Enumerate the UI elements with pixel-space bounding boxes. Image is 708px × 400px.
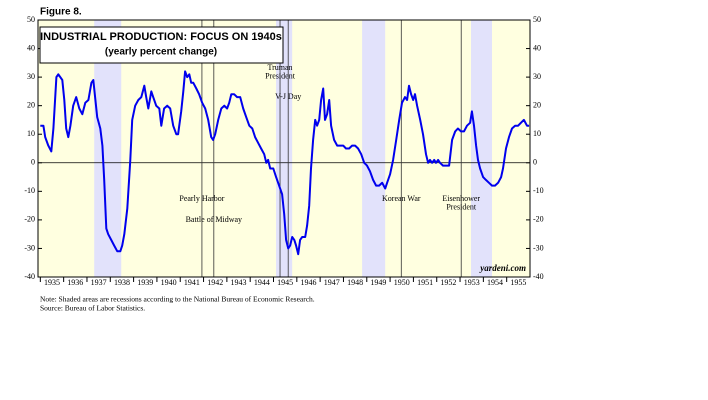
x-tick-label: 1954 [487, 278, 503, 287]
source-mark: yardeni.com [479, 263, 526, 273]
recession-band [471, 20, 492, 277]
x-tick-label: 1949 [370, 278, 386, 287]
event-label: Pearly Harbor [179, 194, 224, 203]
x-tick-label: 1955 [510, 278, 526, 287]
x-tick-label: 1950 [394, 278, 410, 287]
y2-tick-label: 40 [533, 43, 541, 52]
x-tick-label: 1946 [300, 278, 316, 287]
y2-tick-label: -40 [533, 272, 544, 281]
event-label: Eisenhower [442, 194, 480, 203]
x-tick-label: 1947 [324, 278, 340, 287]
y2-tick-label: 10 [533, 129, 541, 138]
y2-tick-label: 30 [533, 72, 541, 81]
y2-tick-label: -20 [533, 215, 544, 224]
x-tick-label: 1942 [207, 278, 223, 287]
x-tick-label: 1943 [231, 278, 247, 287]
x-tick-label: 1948 [347, 278, 363, 287]
note: Source: Bureau of Labor Statistics. [40, 304, 145, 313]
title-box [39, 26, 284, 64]
event-label: President [446, 202, 477, 211]
y-tick-label: 10 [27, 129, 35, 138]
chart-subtitle: (yearly percent change) [105, 47, 217, 58]
x-tick-label: 1939 [137, 278, 153, 287]
x-tick-label: 1941 [184, 278, 200, 287]
y2-tick-label: 50 [533, 15, 541, 24]
figure-label: Figure 8. [40, 7, 82, 18]
x-tick-label: 1953 [464, 278, 480, 287]
x-tick-label: 1936 [67, 278, 83, 287]
x-tick-label: 1937 [91, 278, 107, 287]
chart-title: INDUSTRIAL PRODUCTION: FOCUS ON 1940s [40, 31, 282, 43]
x-tick-label: 1945 [277, 278, 293, 287]
y-tick-label: 0 [31, 158, 35, 167]
y2-tick-label: -10 [533, 186, 544, 195]
event-label: Battle of Midway [186, 215, 242, 224]
note: Note: Shaded areas are recessions accord… [40, 295, 315, 304]
event-label: V-J Day [275, 92, 301, 101]
plot-frame [37, 19, 531, 278]
y-tick-label: -10 [24, 186, 35, 195]
x-tick-label: 1944 [254, 278, 270, 287]
y-tick-label: -40 [24, 272, 35, 281]
series-line [40, 70, 530, 256]
y2-tick-label: 0 [533, 158, 537, 167]
y-tick-label: 20 [27, 100, 35, 109]
x-tick-label: 1952 [440, 278, 456, 287]
recession-band [362, 20, 386, 277]
y-tick-label: 30 [27, 72, 35, 81]
y-tick-label: 40 [27, 43, 35, 52]
y-tick-label: -30 [24, 243, 35, 252]
x-tick-label: 1938 [114, 278, 130, 287]
x-tick-label: 1951 [417, 278, 433, 287]
event-label: Korean War [382, 194, 421, 203]
x-tick-label: 1935 [44, 278, 60, 287]
y-tick-label: 50 [27, 15, 35, 24]
event-label: President [265, 71, 296, 80]
x-tick-label: 1940 [161, 278, 177, 287]
y2-tick-label: -30 [533, 243, 544, 252]
event-label: Truman [268, 63, 293, 72]
y2-tick-label: 20 [533, 100, 541, 109]
y-tick-label: -20 [24, 215, 35, 224]
